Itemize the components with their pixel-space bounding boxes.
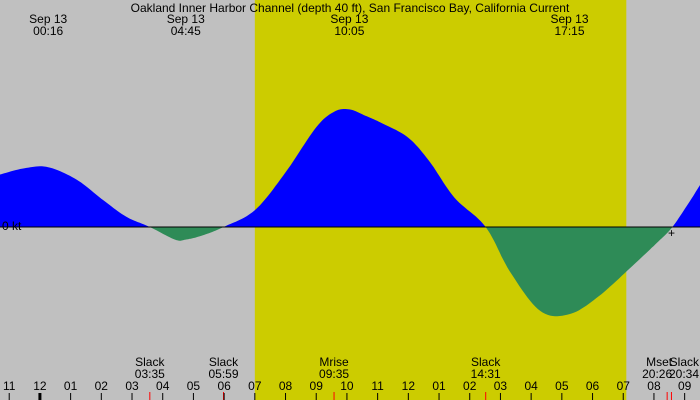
hour-tick-label: 07 (617, 379, 631, 393)
hour-tick-label: 12 (402, 379, 416, 393)
chart-title: Oakland Inner Harbor Channel (depth 40 f… (131, 1, 570, 15)
hour-tick-label: 11 (371, 379, 384, 393)
hour-tick-label: 12 (33, 379, 47, 393)
hour-tick-label: 08 (647, 379, 661, 393)
event-label-line1: Slack (471, 355, 501, 369)
hour-tick-label: 03 (494, 379, 508, 393)
event-labels: Slack03:35Slack05:59Mrise09:35Slack14:31… (135, 355, 700, 400)
hour-tick-label: 05 (555, 379, 569, 393)
hour-tick-label: 02 (95, 379, 109, 393)
peak-label-line1: Sep 13 (550, 12, 588, 26)
hour-tick-label: 06 (217, 379, 231, 393)
event-label-line2: 03:35 (135, 367, 165, 381)
event-label-line1: Slack (670, 355, 700, 369)
hour-tick-label: 01 (64, 379, 78, 393)
peak-label-line1: Sep 13 (29, 12, 67, 26)
event-label-line2: 20:34 (669, 367, 699, 381)
hour-tick-label: 04 (524, 379, 538, 393)
event-label-line2: 09:35 (319, 367, 349, 381)
event-label-line1: Slack (135, 355, 165, 369)
hour-tick-label: 07 (248, 379, 262, 393)
hour-tick-label: 05 (187, 379, 201, 393)
event-label-line2: 20:26 (642, 367, 672, 381)
hour-tick-label: 09 (678, 379, 692, 393)
event-label-line2: 05:59 (208, 367, 238, 381)
hour-tick-label: 09 (310, 379, 324, 393)
ebb-current-area (0, 227, 700, 317)
hour-tick-label: 08 (279, 379, 293, 393)
hour-tick-label: 02 (463, 379, 477, 393)
zero-current-label: 0 kt (2, 219, 22, 233)
peak-label-line2: 04:45 (171, 24, 201, 38)
hour-tick-label: 11 (3, 379, 16, 393)
hour-tick-label: 03 (125, 379, 139, 393)
hour-tick-label: 04 (156, 379, 170, 393)
hour-tick-label: 06 (586, 379, 600, 393)
hour-axis: 11 12 01 02 03 04 05 06 07 08 09 10 11 12 01 02 03 04 05 06… (3, 379, 692, 400)
peak-label-line2: 10:05 (334, 24, 364, 38)
peak-label-line1: Sep 13 (330, 12, 368, 26)
peak-label-line2: 00:16 (33, 24, 63, 38)
event-label-line1: Mset (646, 355, 673, 369)
peak-label-line2: 17:15 (555, 24, 585, 38)
hour-tick-label: 10 (340, 379, 354, 393)
event-label-line2: 14:31 (471, 367, 501, 381)
flood-current-area (0, 109, 700, 227)
current-time-marker: + (668, 226, 675, 240)
event-label-line1: Mrise (319, 355, 349, 369)
hour-tick-label: 01 (432, 379, 446, 393)
event-label-line1: Slack (209, 355, 239, 369)
peak-label-line1: Sep 13 (167, 12, 205, 26)
